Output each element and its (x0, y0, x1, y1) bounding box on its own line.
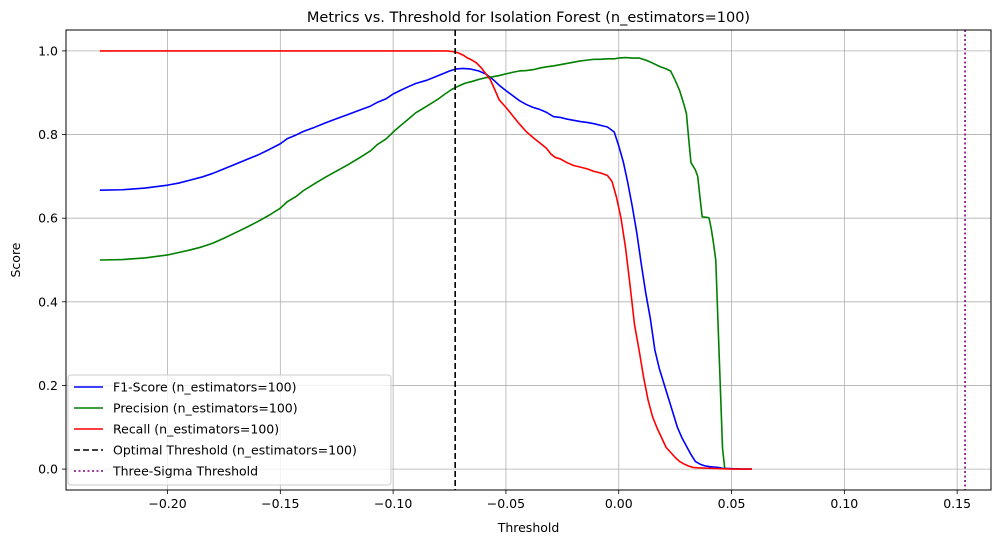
y-tick-label: 1.0 (38, 43, 58, 58)
legend-label: Recall (n_estimators=100) (113, 422, 279, 437)
series-f1-score (99, 67, 752, 470)
legend-label: Optimal Threshold (n_estimators=100) (113, 443, 357, 458)
legend-item: F1-Score (n_estimators=100) (74, 380, 297, 395)
x-tick-label: −0.15 (261, 496, 299, 511)
legend-item: Optimal Threshold (n_estimators=100) (74, 443, 357, 458)
legend-box (67, 374, 392, 486)
chart-title: Metrics vs. Threshold for Isolation Fore… (307, 10, 750, 26)
y-tick-label: 0.0 (38, 462, 58, 477)
series-line (99, 50, 752, 470)
x-tick-label: 0.15 (943, 496, 971, 511)
legend-item: Precision (n_estimators=100) (74, 401, 298, 416)
legend-label: Precision (n_estimators=100) (113, 401, 298, 416)
x-tick-label: −0.10 (374, 496, 412, 511)
x-tick-label: −0.05 (487, 496, 525, 511)
series-line (99, 56, 726, 470)
series-line (99, 67, 752, 470)
x-axis-title: Threshold (497, 520, 560, 535)
y-tick-label: 0.4 (38, 294, 58, 309)
x-tick-label: −0.20 (148, 496, 186, 511)
x-tick-label: 0.00 (605, 496, 633, 511)
y-tick-label: 0.8 (38, 127, 58, 142)
legend: F1-Score (n_estimators=100) Precision (n_… (67, 374, 392, 486)
y-tick-label: 0.2 (38, 378, 58, 393)
legend-item: Recall (n_estimators=100) (74, 422, 279, 437)
x-tick-label: 0.10 (830, 496, 858, 511)
legend-item: Three-Sigma Threshold (74, 464, 258, 479)
y-axis: 0.0 0.2 0.4 0.6 0.8 1.0 (38, 43, 66, 477)
y-axis-title: Score (8, 242, 23, 277)
y-tick-label: 0.6 (38, 211, 58, 226)
plot-frame (65, 29, 992, 491)
legend-label: F1-Score (n_estimators=100) (113, 380, 297, 395)
series-precision (99, 56, 726, 470)
legend-label: Three-Sigma Threshold (112, 464, 258, 479)
plot-area (99, 30, 966, 490)
series-recall (99, 50, 752, 470)
x-tick-label: 0.05 (718, 496, 746, 511)
x-axis: −0.20 −0.15 −0.10 −0.05 0.00 0.05 0.10 0.15 (148, 490, 971, 511)
